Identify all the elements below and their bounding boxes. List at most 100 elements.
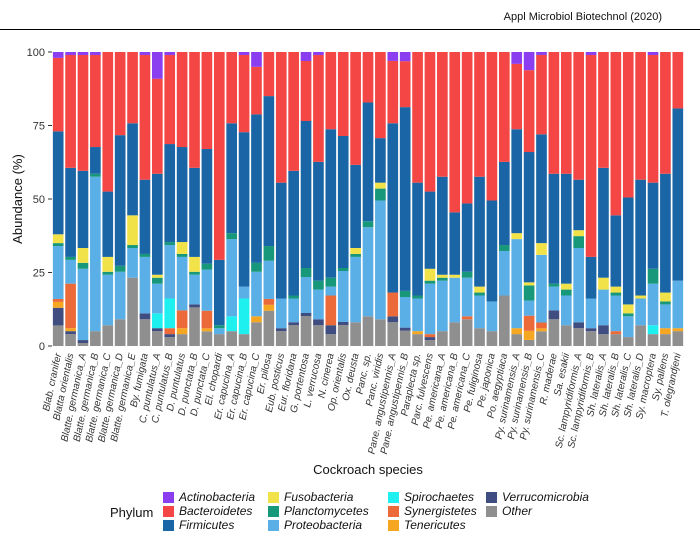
bar-segment-pane-angustipennis-a-actinobacteria [387,52,399,61]
bar-segment-eur-floridana-planctomycetes [288,295,299,299]
bar-segment-r-maderae-proteobacteria [548,286,560,311]
bar-segment-sa-esakii-bacteroidetes [560,52,572,174]
bar-segment-c-puntulatus-b-other [164,337,176,346]
y-tick-label-25: 25 [33,268,45,280]
bar-segment-pane-angustipennis-a-verrucomicrobia [387,316,399,323]
bar-segment-c-puntulatus-a-actinobacteria [152,52,163,79]
bar-segment-d-punctata-b-fusobacteria [189,256,200,272]
bar-segment-blatta-orientalis-tenericutes [65,328,76,332]
bar-segment-er-capucina-a-spirochaetes [226,316,238,332]
bar-segment-l-verrucosa-firmicutes [313,161,324,281]
bar-segment-panc-sp-proteobacteria [362,227,374,317]
bar-segment-eub-posticus-firmicutes [275,182,287,299]
bar-segment-blab-cranifer-tenericutes [52,301,64,308]
y-tick-label-100: 100 [27,47,45,59]
bar-segment-er-capucina-a-proteobacteria [226,239,238,317]
y-tick-label-75: 75 [33,121,45,133]
bar-segment-l-verrucosa-proteobacteria [313,289,324,320]
bar-segment-blatte-germanica-a-planctomycetes [77,262,89,269]
bar-segment-eub-posticus-verrucomicrobia [275,328,287,332]
bar-segment-blab-cranifer-proteobacteria [52,246,64,299]
bar-segment-blab-cranifer-other [52,325,64,346]
bar-segment-panc-viridis-planctomycetes [375,188,386,201]
bar-segment-sc-lampyridiformis-a-fusobacteria [573,230,584,237]
bar-segment-sy-pallens-bacteroidetes [660,52,671,174]
bar-segment-paraplecta-sp-other [412,334,423,346]
bar-segment-paraplecta-sp-planctomycetes [412,295,423,299]
bar-segment-sc-lampyridiformis-a-firmicutes [573,179,584,231]
bar-segment-sc-lampyridiformis-b-other [585,331,597,346]
bar-segment-sy-macroptera-actinobacteria [647,52,659,55]
bar-segment-l-verrucosa-other [313,325,324,346]
bar-segment-parc-fulvescens-other [424,340,436,346]
bar-segment-n-cinerea-verrucomicrobia [325,325,337,335]
bar-segment-sc-lampyridiformis-b-verrucomicrobia [585,328,597,332]
bar-segment-blatte-germanica-a-other [77,343,89,346]
bar-segment-d-punctata-c-synergistetes [201,310,213,329]
bar-segment-r-maderae-other [548,319,560,346]
bar-segment-g-portentosa-planctomycetes [300,268,312,277]
bar-segment-d-punctata-c-proteobacteria [201,269,213,311]
bar-segment-sy-pallens-other [660,334,671,346]
bar-segment-pane-angustipennis-b-firmicutes [399,107,411,291]
bar-segment-sy-pallens-firmicutes [660,173,671,293]
bar-segment-sy-macroptera-spirochaetes [647,325,659,335]
bar-segment-blatta-orientalis-proteobacteria [65,259,76,284]
bar-segment-sy-pallens-proteobacteria [660,304,671,329]
bar-segment-sh-lateralis-d-proteobacteria [635,298,646,326]
bar-segment-blatte-germanica-d-bacteroidetes [114,52,126,136]
bar-segment-panc-viridis-fusobacteria [375,182,386,189]
bar-segment-pe-americana-a-fusobacteria [437,274,448,278]
bar-segment-pe-fuliginosa-proteobacteria [474,295,485,329]
bar-segment-c-puntulatus-b-planctomycetes [164,242,176,246]
bar-segment-pe-fuliginosa-bacteroidetes [474,52,485,177]
bar-segment-py-surinamensis-b-firmicutes [523,152,535,283]
bar-segment-sh-lateralis-c-planctomycetes [622,313,634,317]
bar-segment-l-verrucosa-bacteroidetes [313,54,324,162]
bar-segment-sh-lateralis-a-firmicutes [598,167,609,278]
bar-segment-sh-lateralis-d-firmicutes [635,179,646,296]
bar-segment-d-punctata-c-firmicutes [201,149,213,264]
bar-segment-sh-lateralis-a-bacteroidetes [598,52,609,168]
bar-segment-py-surinamensis-a-actinobacteria [511,52,523,64]
bar-segment-pe-americana-a-proteobacteria [437,280,448,332]
bar-segment-eur-floridana-firmicutes [288,170,299,296]
bar-segment-parc-fulvescens-proteobacteria [424,283,436,335]
bar-segment-sh-lateralis-a-verrucomicrobia [598,325,609,335]
bar-segment-blab-cranifer-firmicutes [52,131,64,235]
bar-segment-n-cinerea-synergistetes [325,295,337,326]
bar-segment-d-punctata-c-tenericutes [201,328,213,332]
bar-segment-blatta-orientalis-bacteroidetes [65,54,76,168]
bar-segment-blatte-germanica-c-bacteroidetes [102,52,114,192]
bar-segment-blatte-germanica-c-other [102,325,114,346]
y-tick-label-0: 0 [39,341,45,353]
bar-segment-po-aegyptiaca-firmicutes [498,161,510,246]
bar-segment-panc-sp-planctomycetes [362,221,374,228]
bar-segment-pane-angustipennis-b-proteobacteria [399,297,411,328]
bar-segment-blatte-germanica-b-firmicutes [90,147,101,174]
bar-segment-er-capucina-b-other [238,334,250,346]
bar-segment-blatte-germanica-c-planctomycetes [102,271,114,275]
bar-segment-d-puntulatus-proteobacteria [176,256,188,311]
bar-segment-py-surinamensis-a-firmicutes [511,129,523,234]
bar-segment-c-puntulatus-a-fusobacteria [152,274,163,278]
bar-segment-sa-esakii-fusobacteria [560,283,572,290]
bar-segment-blatte-germanica-b-planctomycetes [90,173,101,177]
bar-segment-sh-lateralis-c-fusobacteria [622,304,634,314]
bar-segment-d-punctata-b-verrucomicrobia [189,304,200,308]
bar-segment-el-chopardi-bacteroidetes [213,52,225,260]
bar-segment-panc-sp-bacteroidetes [362,52,374,103]
bar-segment-py-surinamensis-b-synergistetes [523,315,535,331]
bar-segment-c-puntulatus-b-actinobacteria [164,52,176,55]
bar-segment-er-capucina-c-firmicutes [251,114,262,263]
bar-segment-pe-fuliginosa-fusobacteria [474,286,485,293]
bar-segment-blatte-germanica-e-fusobacteria [127,215,138,246]
bar-segment-sy-macroptera-bacteroidetes [647,54,659,183]
bar-segment-el-chopardi-other [213,334,225,346]
bar-segment-n-cinerea-planctomycetes [325,277,337,287]
bar-segment-er-capucina-c-proteobacteria [251,271,262,317]
bar-segment-d-puntulatus-synergistetes [176,310,188,329]
bar-segment-c-puntulatus-a-bacteroidetes [152,78,163,174]
bar-segment-c-puntulatus-b-spirochaetes [164,298,176,329]
